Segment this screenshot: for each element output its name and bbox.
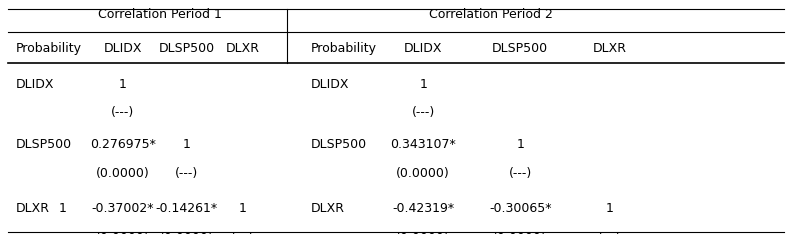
Text: DLIDX: DLIDX [16,78,54,91]
Text: DLSP500: DLSP500 [310,138,367,151]
Text: (0.0000): (0.0000) [396,232,450,234]
Text: DLIDX: DLIDX [104,42,142,55]
Text: Correlation Period 2: Correlation Period 2 [429,8,553,22]
Text: DLSP500: DLSP500 [158,42,215,55]
Text: Probability: Probability [16,42,82,55]
Text: DLSP500: DLSP500 [16,138,72,151]
Text: DLIDX: DLIDX [404,42,443,55]
Text: -0.30065*: -0.30065* [489,202,551,215]
Text: (0.0000): (0.0000) [493,232,547,234]
Text: 1: 1 [119,78,127,91]
Text: (0.0000): (0.0000) [396,167,450,180]
Text: (---): (---) [175,167,198,180]
Text: DLXR: DLXR [310,202,345,215]
Text: -0.37002*: -0.37002* [92,202,154,215]
Text: (---): (---) [412,106,435,119]
Text: DLXR: DLXR [592,42,626,55]
Text: 1: 1 [606,202,613,215]
Text: (---): (---) [230,232,254,234]
Text: 1: 1 [59,202,67,215]
Text: 0.343107*: 0.343107* [390,138,456,151]
Text: 1: 1 [238,202,246,215]
Text: Probability: Probability [310,42,377,55]
Text: 1: 1 [182,138,190,151]
Text: DLXR: DLXR [225,42,259,55]
Text: -0.42319*: -0.42319* [392,202,455,215]
Text: Correlation Period 1: Correlation Period 1 [98,8,222,22]
Text: (0.0000): (0.0000) [96,167,150,180]
Text: 0.276975*: 0.276975* [89,138,156,151]
Text: (---): (---) [111,106,135,119]
Text: 1: 1 [419,78,427,91]
Text: (---): (---) [508,167,531,180]
Text: 1: 1 [516,138,524,151]
Text: DLXR: DLXR [16,202,50,215]
Text: DLIDX: DLIDX [310,78,349,91]
Text: (0.0000): (0.0000) [96,232,150,234]
Text: DLSP500: DLSP500 [492,42,548,55]
Text: -0.14261*: -0.14261* [155,202,218,215]
Text: (0.0000): (0.0000) [159,232,213,234]
Text: (---): (---) [598,232,621,234]
